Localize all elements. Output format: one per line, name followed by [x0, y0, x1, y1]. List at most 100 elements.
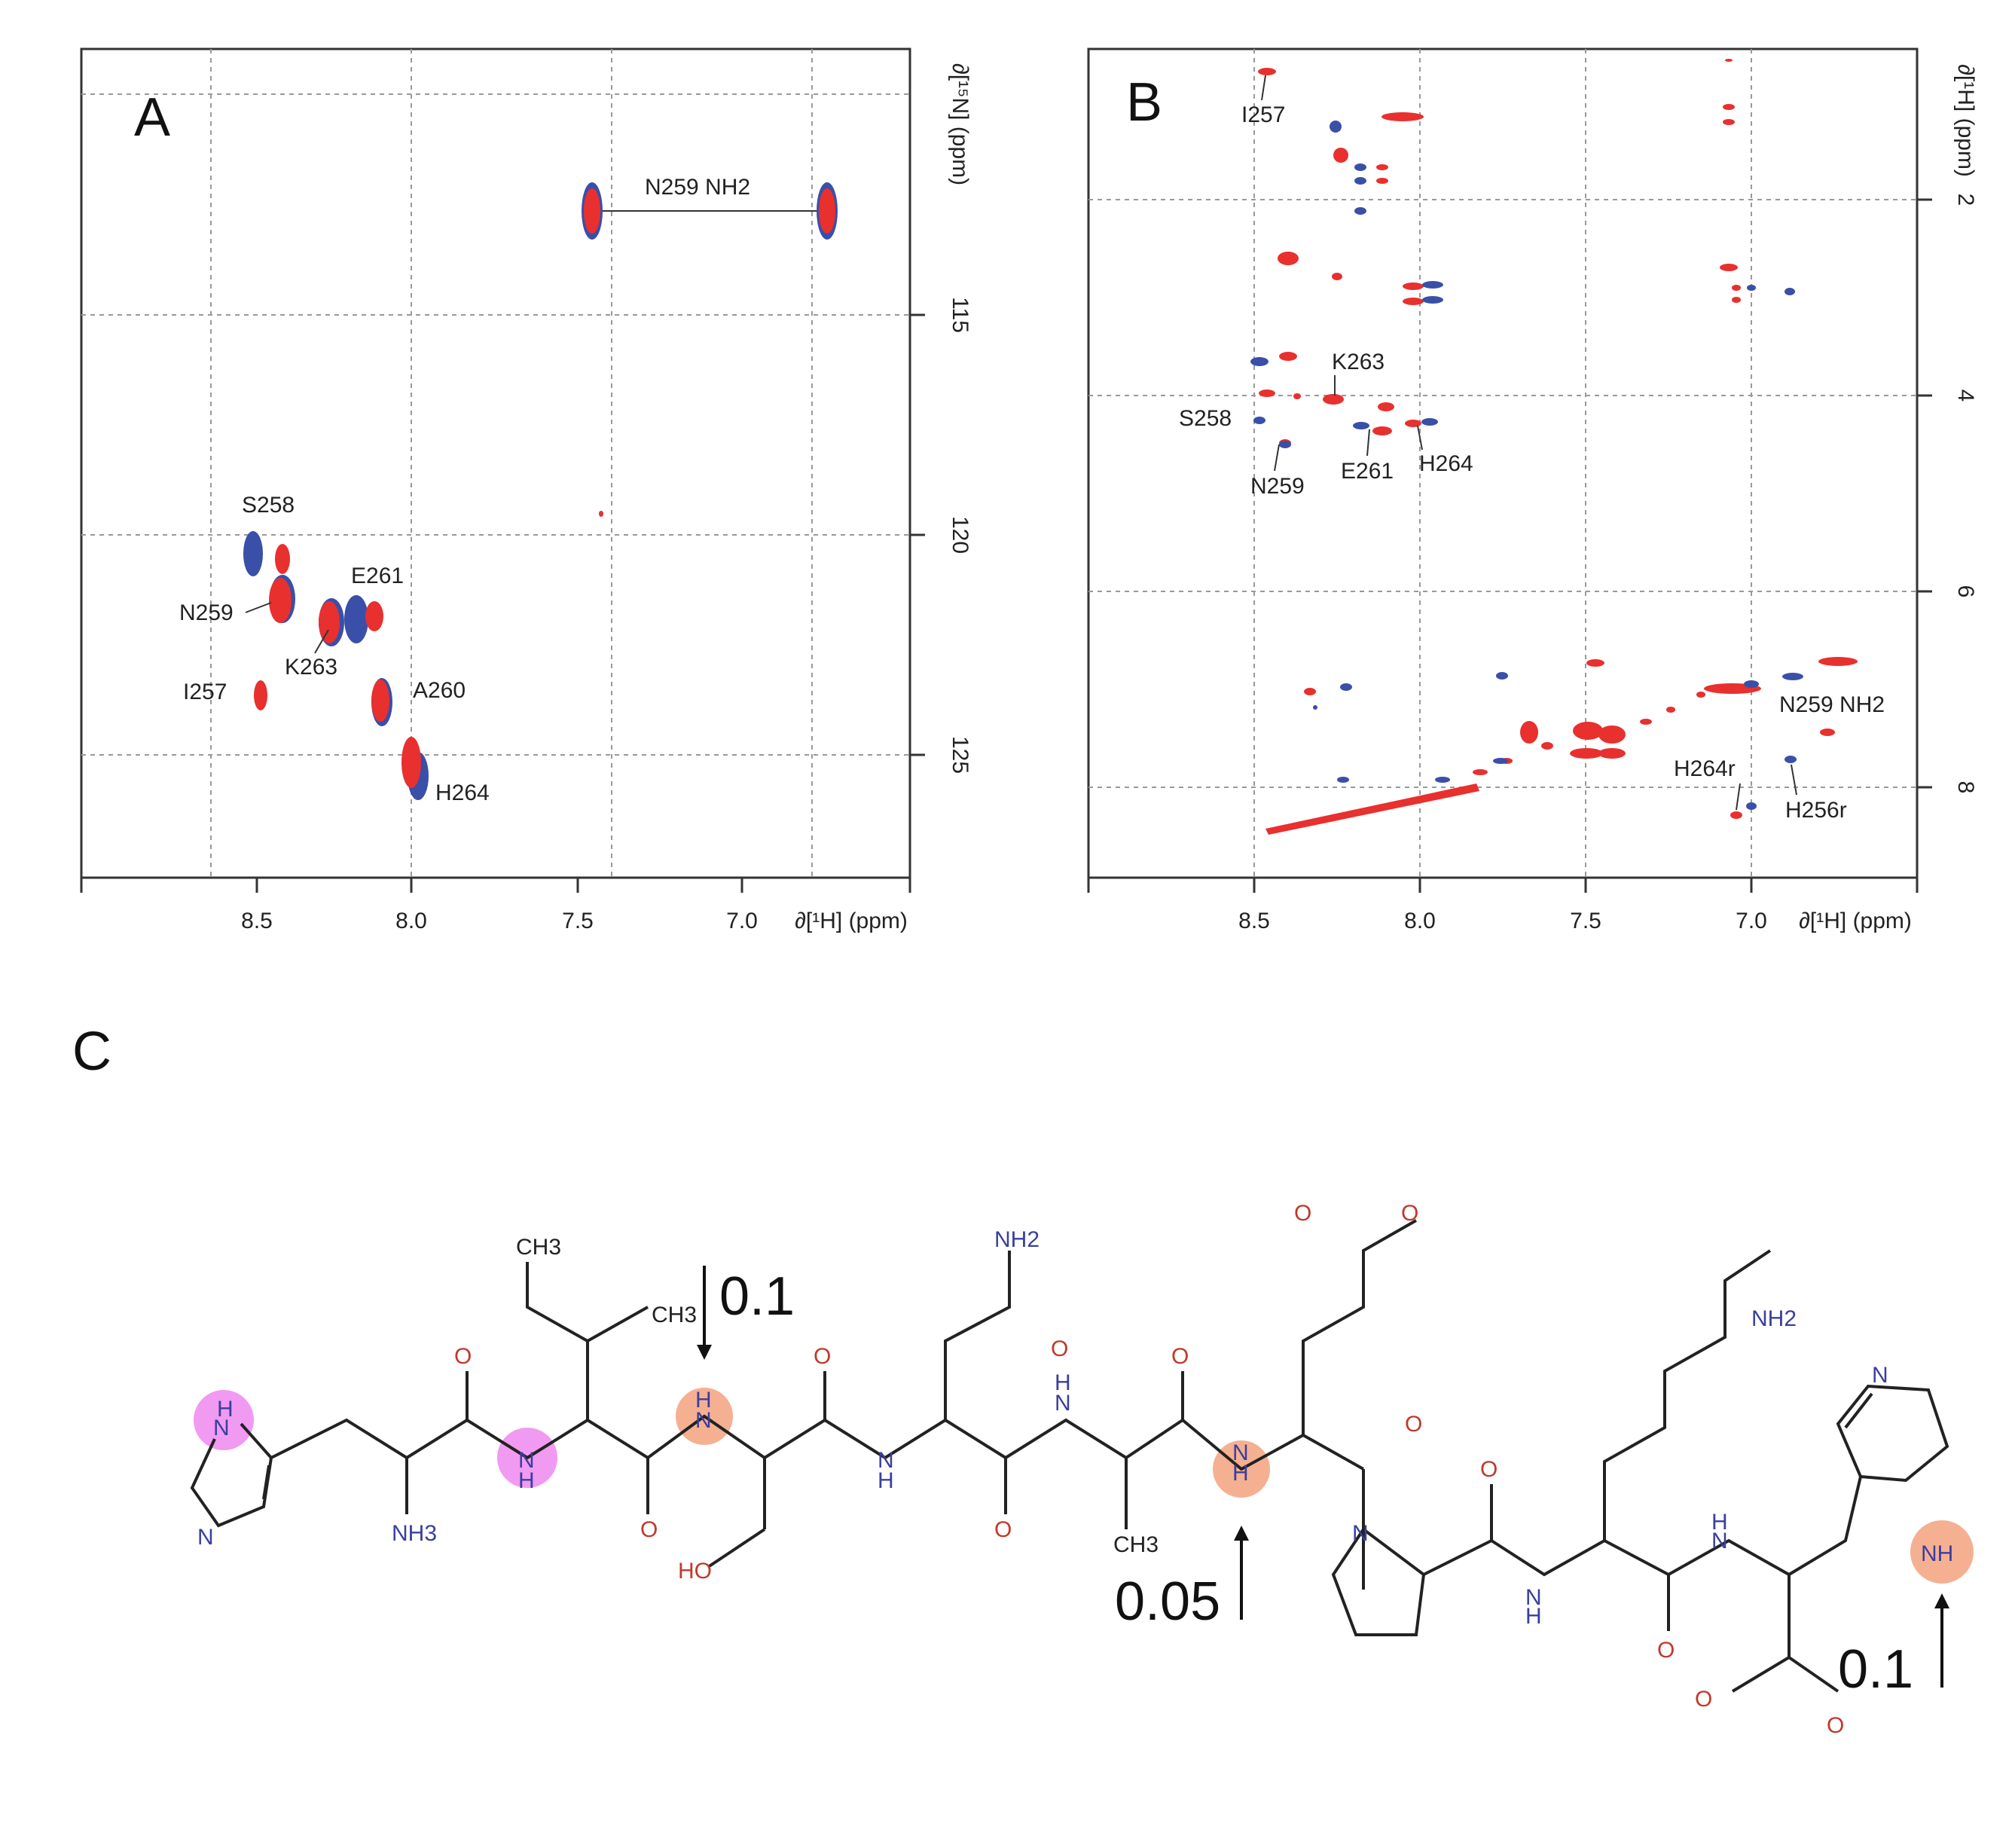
panel-c-letter: C	[72, 1022, 111, 1082]
atom-label: O	[640, 1517, 658, 1542]
panel-a: 8.5 8.0 7.5 7.0 ∂[¹H] (ppm) 115 120 125 …	[80, 47, 972, 933]
panel-a-xtick: 7.5	[562, 909, 594, 933]
peak-label: K263	[285, 655, 337, 680]
atom-label: HO	[678, 1559, 712, 1584]
atom-label: H	[217, 1397, 234, 1422]
atom-label: H	[1525, 1604, 1542, 1629]
peak-label: N259 NH2	[645, 175, 750, 200]
atom-label: NH	[1921, 1541, 1953, 1566]
panel-b-ytick: 6	[1953, 585, 1978, 598]
atom-label: H	[1055, 1370, 1071, 1395]
peak-label: I257	[183, 680, 227, 704]
peak-label: N259	[1250, 474, 1305, 499]
atom-label: O	[814, 1344, 831, 1369]
atom-label: NH2	[1751, 1306, 1797, 1331]
panel-b-xtick: 7.0	[1736, 909, 1767, 933]
panel-a-ylabel: ∂[¹⁵N] (ppm)	[948, 63, 972, 185]
panel-a-ytick: 125	[948, 736, 972, 774]
panel-a-xtick: 8.0	[395, 909, 427, 933]
atom-label: O	[994, 1517, 1012, 1542]
panel-a-ytick: 120	[948, 516, 972, 554]
peak	[275, 544, 290, 574]
peak-label: H264	[435, 780, 490, 805]
highlight-circle	[194, 1390, 254, 1450]
molecule-bonds	[190, 1219, 1949, 1693]
peak	[269, 578, 292, 623]
atom-label: NH2	[994, 1227, 1040, 1252]
atom-label: O	[1294, 1201, 1311, 1226]
shift-value: 0.05	[1115, 1572, 1220, 1632]
peak	[319, 601, 340, 643]
atom-label: N	[1711, 1529, 1728, 1553]
atom-label: H	[1711, 1510, 1728, 1535]
atom-label: NH3	[392, 1521, 437, 1546]
atom-label: N	[1872, 1363, 1888, 1388]
peak-label: E261	[351, 564, 404, 588]
panel-a-peaks	[243, 182, 838, 800]
atom-label: O	[1405, 1412, 1422, 1437]
peak	[371, 680, 389, 722]
atom-label: H	[1232, 1461, 1249, 1486]
peak	[599, 511, 603, 517]
atom-label: O	[1171, 1344, 1189, 1369]
highlight-circle	[1910, 1520, 1974, 1584]
panel-a-letter: A	[134, 87, 170, 148]
peak-label: H264r	[1674, 756, 1736, 781]
peak-label: E261	[1341, 459, 1394, 484]
panel-b-blue-peaks	[1250, 121, 1803, 810]
atom-label: N	[213, 1416, 230, 1440]
peak-label: A260	[413, 678, 466, 703]
panel-b-letter: B	[1126, 72, 1162, 133]
panel-b-red-peaks	[1258, 59, 1858, 835]
atom-label: H	[695, 1388, 712, 1413]
panel-b-xtick: 8.0	[1404, 909, 1436, 933]
panel-a-xlabel: ∂[¹H] (ppm)	[795, 909, 908, 933]
panel-b-grid	[1088, 49, 1917, 878]
atom-label: O	[454, 1344, 472, 1369]
atom-label: N	[695, 1408, 712, 1433]
panel-b-xlabel: ∂[¹H] (ppm)	[1799, 909, 1912, 933]
peak-label: S258	[242, 493, 295, 518]
panel-a-frame	[80, 47, 911, 879]
peak-label: H264	[1419, 451, 1473, 476]
atom-label: N	[197, 1525, 214, 1550]
panel-b: 8.5 8.0 7.5 7.0 ∂[¹H] (ppm) 2 4 6 8 ∂[¹H…	[1087, 47, 1978, 933]
peak-label: K263	[1332, 350, 1385, 374]
atom-label: O	[1827, 1713, 1844, 1738]
atom-label: H	[878, 1468, 894, 1493]
shift-value: 0.1	[1838, 1639, 1913, 1700]
panel-a-xtick: 8.5	[241, 909, 273, 933]
atom-label: CH3	[652, 1303, 697, 1327]
atom-label: N	[1525, 1585, 1542, 1610]
peak-label: S258	[1179, 406, 1232, 431]
panel-b-ytick: 4	[1953, 389, 1978, 402]
atom-label: O	[1051, 1336, 1068, 1361]
peak-label: N259	[179, 600, 234, 625]
peak	[344, 595, 368, 643]
atom-label: CH3	[516, 1235, 561, 1260]
atom-label: N	[1055, 1391, 1071, 1416]
atom-label: O	[1657, 1638, 1675, 1663]
atom-label: H	[518, 1468, 535, 1493]
peak	[401, 737, 421, 788]
panel-a-ytick: 115	[948, 297, 972, 333]
shift-value: 0.1	[719, 1266, 795, 1327]
peak	[584, 188, 600, 234]
peak-label: H256r	[1785, 798, 1847, 823]
peak-label: N259 NH2	[1779, 692, 1885, 717]
peak	[243, 531, 263, 576]
atom-label: O	[1401, 1201, 1418, 1226]
atom-label: N	[1232, 1440, 1249, 1465]
peak	[819, 188, 835, 234]
atom-label: O	[1695, 1687, 1712, 1712]
atom-label: N	[518, 1448, 535, 1473]
atom-label: CH3	[1113, 1532, 1159, 1557]
shift-arrows	[697, 1266, 1949, 1688]
panel-b-ytick: 2	[1953, 194, 1978, 206]
atom-label: O	[1480, 1457, 1498, 1482]
panel-b-ytick: 8	[1953, 781, 1978, 794]
panel-b-xtick: 7.5	[1570, 909, 1601, 933]
panel-b-ylabel: ∂[¹H] (ppm)	[1953, 64, 1978, 177]
panel-b-xtick: 8.5	[1238, 909, 1270, 933]
peak	[254, 680, 267, 710]
